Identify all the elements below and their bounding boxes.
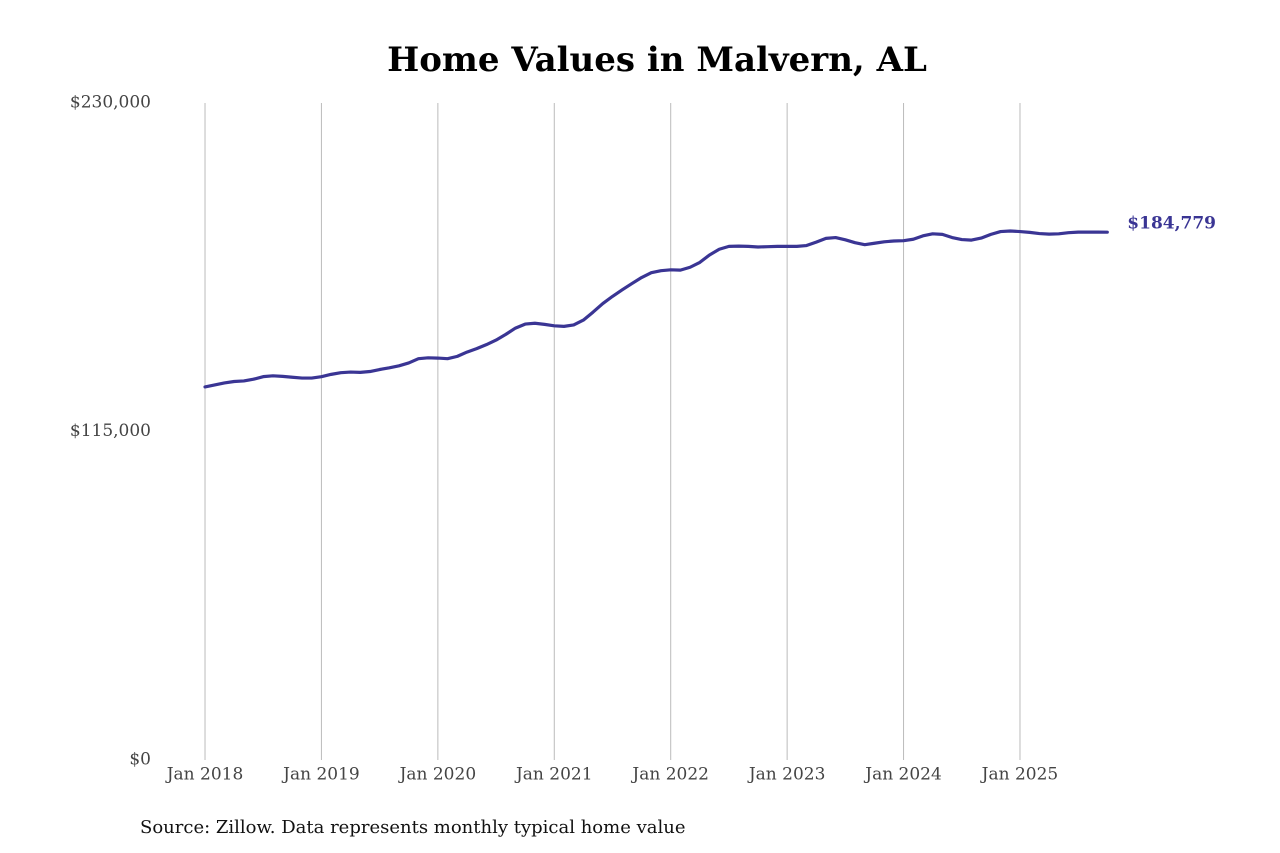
x-tick-label: Jan 2018 bbox=[165, 765, 244, 785]
end-value-label: $184,779 bbox=[1127, 214, 1216, 234]
line-series bbox=[203, 229, 1109, 389]
x-tick-label: Jan 2025 bbox=[980, 765, 1059, 785]
x-tick-label: Jan 2022 bbox=[630, 765, 709, 785]
x-tick-label: Jan 2019 bbox=[281, 765, 360, 785]
y-tick-label: $230,000 bbox=[70, 93, 151, 113]
y-tick-label: $115,000 bbox=[70, 421, 151, 441]
x-tick-label: Jan 2020 bbox=[398, 765, 477, 785]
chart-title: Home Values in Malvern, AL bbox=[387, 40, 927, 80]
y-tick-label: $0 bbox=[129, 750, 151, 770]
x-tick-label: Jan 2021 bbox=[514, 765, 593, 785]
source-note: Source: Zillow. Data represents monthly … bbox=[140, 817, 686, 838]
x-tick-label: Jan 2023 bbox=[747, 765, 826, 785]
x-tick-label: Jan 2024 bbox=[863, 765, 942, 785]
